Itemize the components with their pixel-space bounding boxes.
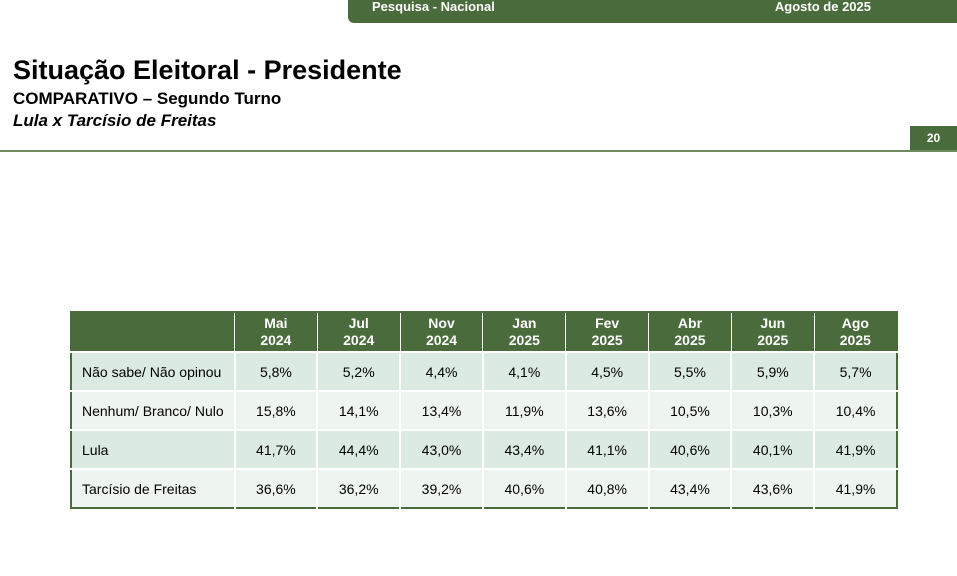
table-cell: 4,5% [564,351,649,391]
table-cell: 5,7% [813,351,897,391]
table-body: Não sabe/ Não opinou 5,8% 5,2% 4,4% 4,1% 4,5%… [71,351,897,508]
header-month: Mai [264,315,288,331]
table-row: Não sabe/ Não opinou 5,8% 5,2% 4,4% 4,1% 4,5%… [71,351,897,391]
table-cell: 39,2% [399,468,483,508]
table-header-cell: Jul 2024 [316,312,401,352]
table-cell: 13,6% [564,390,649,430]
header-month: Nov [428,315,455,331]
header-month: Abr [677,315,703,331]
header-year: 2025 [591,332,623,348]
row-label: Lula [71,429,235,469]
table-header-cell: Ago 2025 [813,312,897,352]
survey-label: Pesquisa - Nacional [372,0,495,14]
table-cell: 41,1% [564,429,649,469]
table-header-cell: Nov 2024 [399,312,483,352]
header-year: 2024 [343,332,375,348]
table-cell: 43,4% [647,468,732,508]
page-title: Situação Eleitoral - Presidente [13,55,402,85]
comparison-table: Mai 2024 Jul 2024 Nov 2024 Jan 2025 Fev 2025 Abr 20… [70,311,898,509]
table-cell: 10,3% [730,390,815,430]
table-cell: 41,7% [233,429,318,469]
header-year: 2024 [260,332,292,348]
table-header-empty [71,312,235,352]
table-cell: 13,4% [399,390,483,430]
table-cell: 5,2% [316,351,401,391]
header-month: Fev [595,315,620,331]
row-label: Nenhum/ Branco/ Nulo [71,390,235,430]
page-number-badge: 20 [910,126,957,151]
table-cell: 4,1% [481,351,566,391]
table-cell: 40,1% [730,429,815,469]
page-subtitle-candidates: Lula x Tarcísio de Freitas [13,111,217,130]
table-header-cell: Fev 2025 [565,312,649,352]
header-year: 2024 [425,332,458,348]
table-cell: 10,5% [647,390,732,430]
table-header-row: Mai 2024 Jul 2024 Nov 2024 Jan 2025 Fev 2025 Abr 20… [71,312,897,352]
table-cell: 40,6% [481,468,566,508]
row-label: Não sabe/ Não opinou [71,351,235,391]
table-row: Tarcísio de Freitas 36,6% 36,2% 39,2% 40,6% 4… [71,468,897,508]
header-year: 2025 [508,332,540,348]
table-header-cell: Mai 2024 [234,312,318,352]
table-row: Lula 41,7% 44,4% 43,0% 43,4% 41,1% 40,6% 40,1% 4… [71,429,897,469]
table-cell: 41,9% [813,429,897,469]
table-cell: 36,6% [233,468,318,508]
header-divider [0,150,957,152]
table-cell: 5,8% [233,351,318,391]
header-year: 2025 [839,332,871,348]
header-month: Jan [512,315,537,331]
table-cell: 5,9% [730,351,815,391]
header-month: Jun [760,315,786,331]
table-cell: 4,4% [399,351,483,391]
page-subtitle: COMPARATIVO – Segundo Turno [13,89,282,108]
top-banner: Pesquisa - Nacional Agosto de 2025 [348,0,957,23]
table-cell: 40,8% [564,468,649,508]
table-cell: 15,8% [233,390,318,430]
header-year: 2025 [757,332,789,348]
row-label: Tarcísio de Freitas [71,468,235,508]
table-cell: 44,4% [316,429,401,469]
table-cell: 5,5% [647,351,732,391]
table-cell: 43,0% [399,429,483,469]
table-cell: 43,6% [730,468,815,508]
table-cell: 14,1% [316,390,401,430]
header-month: Jul [348,315,369,331]
header-year: 2025 [674,332,706,348]
table-cell: 10,4% [813,390,897,430]
table-header-cell: Abr 2025 [648,312,732,352]
table-cell: 36,2% [316,468,401,508]
table-cell: 11,9% [481,390,566,430]
header-month: Ago [841,315,869,331]
table-row: Nenhum/ Branco/ Nulo 15,8% 14,1% 13,4% 11,9%… [71,390,897,430]
table-cell: 40,6% [647,429,732,469]
table-header-cell: Jun 2025 [730,312,815,352]
survey-date: Agosto de 2025 [774,0,871,14]
table-cell: 41,9% [813,468,897,508]
table-header-cell: Jan 2025 [482,312,566,352]
table-cell: 43,4% [481,429,566,469]
